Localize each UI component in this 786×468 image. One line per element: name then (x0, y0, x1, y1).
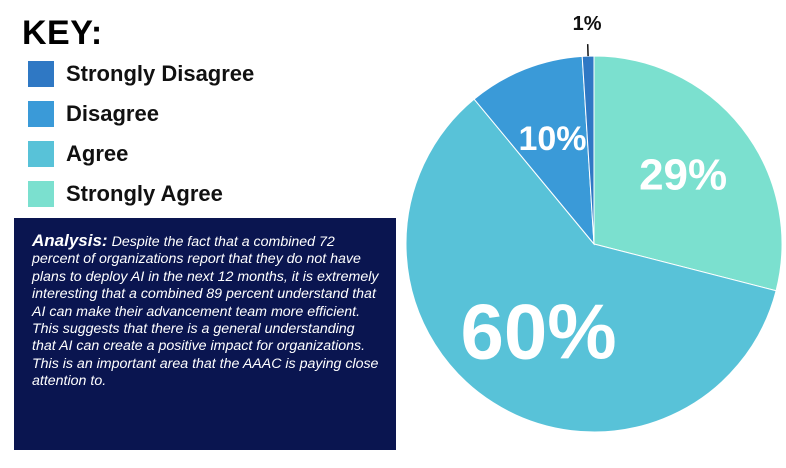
legend-label-disagree: Disagree (66, 101, 159, 126)
pie-slice-strongly-disagree (581, 55, 595, 245)
legend-swatch-strongly-agree (28, 181, 54, 207)
analysis-label: Analysis: (32, 231, 108, 250)
pie-label-strongly-agree: 29% (639, 150, 727, 199)
legend-item-disagree: Disagree (28, 94, 254, 134)
analysis-text: Despite the fact that a combined 72 perc… (32, 234, 379, 390)
analysis-box: Analysis: Despite the fact that a combine… (14, 218, 396, 450)
pie-label-strongly-disagree: 1% (573, 13, 602, 35)
legend-label-strongly-disagree: Strongly Disagree (66, 61, 255, 86)
pie-label-disagree: 10% (518, 120, 586, 158)
key-title: KEY: (22, 14, 103, 52)
legend-swatch-agree (28, 141, 54, 167)
pie-slice-agree (405, 98, 777, 433)
legend-label-strongly-agree: Strongly Agree (66, 181, 223, 206)
legend-swatch-disagree (28, 101, 54, 127)
legend-swatch-strongly-disagree (28, 61, 54, 87)
legend-label-agree: Agree (66, 141, 129, 166)
legend: Strongly Disagree Disagree Agree Strongl… (28, 54, 254, 214)
pie-slice-disagree (473, 55, 595, 246)
legend-item-strongly-disagree: Strongly Disagree (28, 54, 254, 94)
pie-slice-strongly-agree (593, 55, 783, 292)
pie-label-agree: 60% (461, 287, 617, 375)
legend-item-strongly-agree: Strongly Agree (28, 174, 254, 214)
legend-item-agree: Agree (28, 134, 254, 174)
